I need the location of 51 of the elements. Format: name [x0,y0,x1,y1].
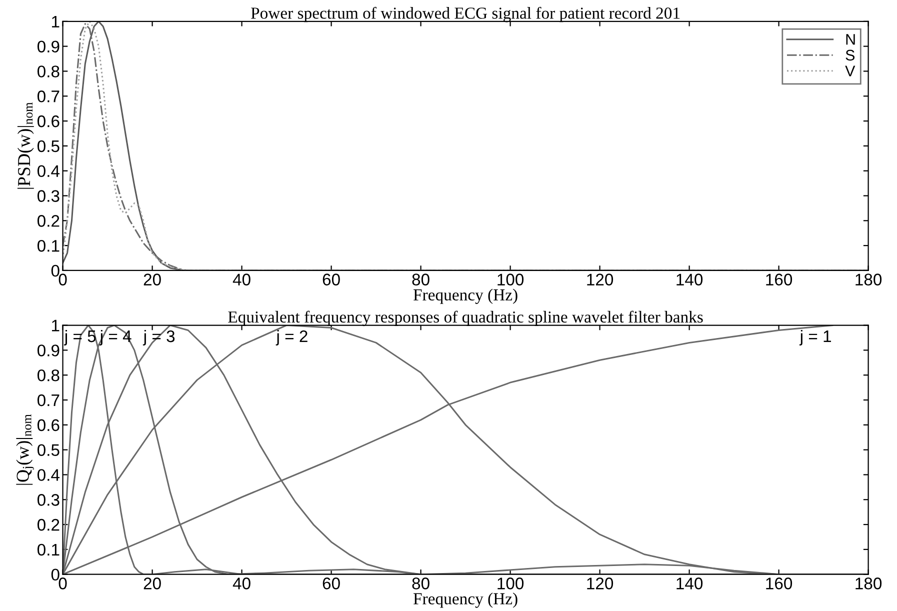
annotation: j = 1 [799,330,831,346]
x-tick-label: 80 [412,274,430,286]
x-tick-label: 60 [322,578,340,590]
y-tick-label: 0.3 [37,190,60,202]
y-tick-label: 0.9 [37,344,60,356]
x-axis-title: Frequency (Hz) [414,592,518,608]
x-tick-label: 40 [232,274,250,286]
y-tick-label: 0.1 [37,544,60,556]
x-tick-label: 100 [498,578,524,590]
y-tick-label: 1 [52,16,60,28]
y-tick-label: 0.8 [37,66,60,78]
y-tick-label: 0.2 [37,215,60,227]
annotation: j = 2 [276,330,308,346]
x-axis-title: Frequency (Hz) [414,288,518,304]
y-tick-label: 0.4 [37,469,60,481]
y-tick-label: 0.5 [37,444,60,456]
y-tick-label: 0.6 [37,419,60,432]
x-tick-label: 140 [676,274,703,286]
chart-title: Equivalent frequency responses of quadratic spline wavelet filter banks [228,310,703,326]
y-tick-label: 0.9 [37,40,60,52]
y-axis-title: |Q$_{j}$(w)|$_{nom}$ [16,414,34,485]
x-tick-label: 80 [412,578,430,590]
x-tick-label: 120 [587,274,614,286]
x-tick-label: 180 [856,578,882,590]
y-tick-label: 0.8 [37,369,60,382]
y-axis-title: |PSD(w)|$_{nom}$ [17,102,34,189]
y-tick-label: 0.6 [37,115,60,128]
x-tick-label: 100 [498,274,524,286]
chart-title: Power spectrum of windowed ECG signal for patient record 201 [251,6,680,22]
y-tick-label: 0 [51,568,60,581]
y-tick-label: 0.2 [37,518,60,531]
y-tick-label: 0.7 [37,90,60,102]
x-tick-label: 160 [766,578,792,590]
x-tick-label: 20 [144,578,161,590]
y-tick-label: 1 [52,320,60,332]
legend-label: V [845,66,856,76]
legend-label: N [846,34,855,45]
y-tick-label: 0.7 [37,394,60,406]
x-tick-label: 160 [766,274,792,286]
x-tick-label: 140 [676,578,703,590]
y-tick-label: 0 [51,264,60,277]
y-tick-label: 0.5 [37,140,60,152]
x-tick-label: 60 [322,274,340,286]
x-tick-label: 120 [587,578,614,590]
y-tick-label: 0.1 [37,240,60,252]
y-tick-label: 0.3 [37,494,60,506]
x-tick-label: 40 [232,578,250,590]
y-tick-label: 0.4 [37,165,60,178]
x-tick-label: 20 [144,274,161,286]
legend-label: S [846,50,855,61]
x-tick-label: 180 [856,274,882,286]
